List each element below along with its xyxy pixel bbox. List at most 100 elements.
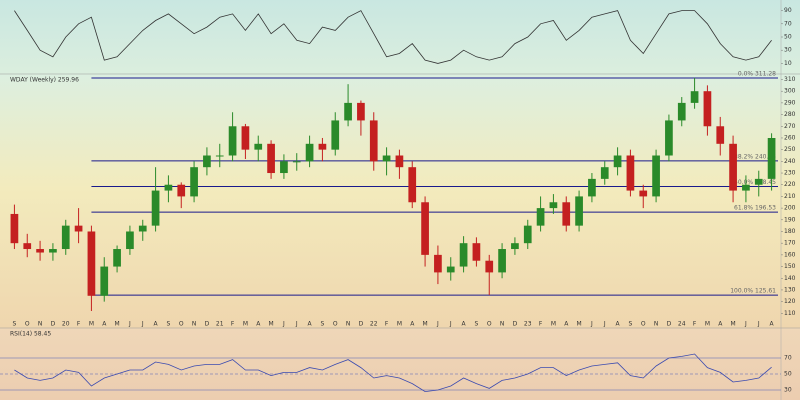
candle-body [613, 155, 622, 168]
candle-body [203, 155, 211, 168]
x-tick-label: 22 [370, 321, 378, 328]
x-tick-label: M [705, 321, 710, 328]
candle-body [588, 178, 596, 197]
y-tick-label: 270 [784, 123, 796, 130]
candle-body [344, 102, 352, 121]
x-tick-label: F [693, 321, 697, 328]
x-tick-label: J [603, 321, 606, 328]
x-tick-label: A [564, 321, 569, 328]
candle-body [369, 120, 378, 162]
x-tick-label: S [321, 321, 325, 328]
candle-body [703, 91, 712, 127]
candle-body [61, 225, 70, 250]
candle-body [575, 196, 583, 226]
candle-body [305, 143, 314, 162]
candle-body [523, 225, 532, 244]
x-tick-label: 23 [524, 321, 532, 328]
x-tick-label: F [77, 321, 81, 328]
x-tick-label: A [462, 321, 467, 328]
candle-body [280, 161, 288, 174]
y-tick-label: 150 [784, 263, 796, 270]
y-tick-label: 300 [784, 88, 796, 95]
x-tick-label: J [744, 321, 747, 328]
y-tick-label: 170 [784, 240, 796, 247]
candle-body [382, 155, 391, 162]
x-tick-label: J [141, 321, 144, 328]
fib-label: 0.0% 311.28 [738, 71, 776, 78]
x-tick-label: N [346, 321, 351, 328]
y-tick-label: 250 [784, 146, 796, 153]
candle-body [36, 249, 44, 253]
x-tick-label: N [500, 321, 505, 328]
x-tick-label: J [436, 321, 439, 328]
x-tick-label: O [333, 321, 338, 328]
x-tick-label: O [25, 321, 30, 328]
candle-body [331, 120, 340, 150]
x-tick-label: J [295, 321, 298, 328]
candle-body [767, 138, 776, 179]
candle-body [100, 266, 109, 296]
candle-body [357, 102, 365, 121]
line [14, 353, 772, 393]
x-tick-label: N [192, 321, 197, 328]
x-tick-label: J [449, 321, 452, 328]
candle-body [292, 161, 301, 163]
x-tick-label: O [487, 321, 492, 328]
x-tick-label: M [268, 321, 273, 328]
fib-label: 38.2% 240.35 [734, 153, 776, 160]
y-tick-label: 240 [784, 158, 796, 165]
y-tick-label: 290 [784, 99, 796, 106]
x-tick-label: J [590, 321, 593, 328]
y-tick-label: 130 [784, 286, 796, 293]
y-tick-label: 70 [784, 20, 792, 27]
candle-body [254, 143, 263, 150]
line [14, 10, 772, 64]
candle-body [472, 243, 481, 261]
price-panel [0, 74, 800, 328]
candle-body [267, 143, 275, 174]
fib-label: 100.0% 125.61 [730, 288, 776, 295]
oscillator-panel [0, 0, 800, 74]
candle-body [690, 91, 699, 103]
candle-body [549, 202, 558, 209]
x-tick-label: J [128, 321, 131, 328]
y-tick-label: 30 [784, 387, 792, 394]
x-tick-label: A [718, 321, 723, 328]
x-tick-label: N [654, 321, 659, 328]
x-tick-label: O [179, 321, 184, 328]
y-tick-label: 280 [784, 111, 796, 118]
candle-body [677, 102, 686, 121]
x-tick-label: M [243, 321, 248, 328]
x-tick-label: M [576, 321, 581, 328]
x-tick-label: S [167, 321, 171, 328]
candle-body [536, 208, 545, 226]
candle-body [511, 243, 519, 250]
x-tick-label: A [616, 321, 621, 328]
candle-body [164, 184, 173, 191]
candle-body [626, 155, 635, 191]
candle-body [434, 254, 442, 273]
x-tick-label: F [539, 321, 543, 328]
candle-body [113, 249, 121, 267]
candle-body [562, 202, 571, 226]
x-tick-label: D [513, 321, 518, 328]
y-tick-label: 70 [784, 355, 792, 362]
x-tick-label: S [475, 321, 479, 328]
x-tick-label: M [114, 321, 119, 328]
x-tick-label: S [13, 321, 17, 328]
candle-body [652, 155, 660, 197]
y-tick-label: 230 [784, 170, 796, 177]
candle-body [421, 202, 429, 255]
x-tick-label: A [308, 321, 313, 328]
candle-body [408, 167, 417, 203]
candle-body [138, 225, 147, 232]
x-tick-label: M [551, 321, 556, 328]
x-tick-label: M [89, 321, 94, 328]
candle-body [49, 249, 57, 253]
candle-body [729, 143, 737, 191]
candle-body [10, 213, 19, 244]
candle-body [318, 143, 327, 150]
candle-body [639, 190, 648, 197]
y-tick-label: 160 [784, 251, 796, 258]
